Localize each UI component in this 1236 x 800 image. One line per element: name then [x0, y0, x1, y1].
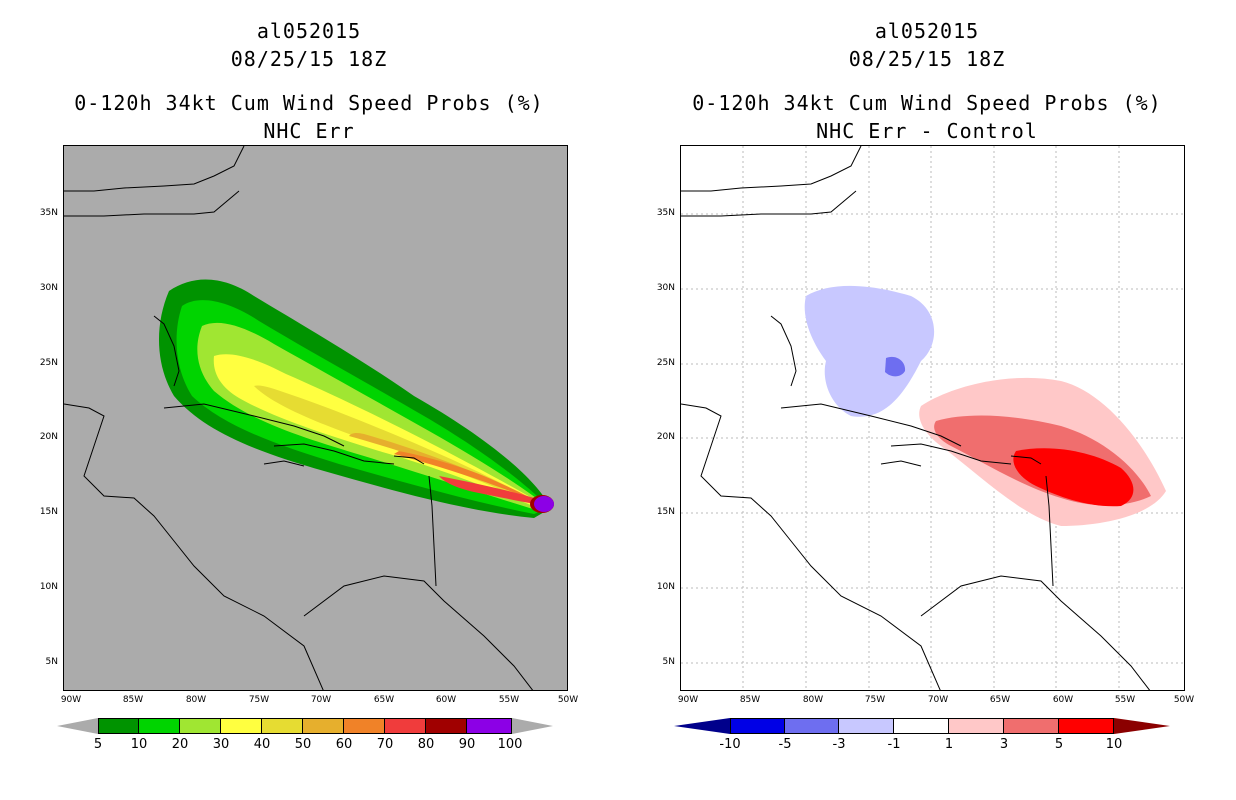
colorbar-label-10: 10 — [1105, 737, 1123, 752]
colorbar-label-40: 40 — [253, 737, 271, 752]
lat-label-35n: 35N — [656, 208, 675, 218]
prob-band-60 — [394, 451, 549, 508]
colorbar-low-arrow — [674, 718, 730, 734]
product-title: 0-120h 34kt Cum Wind Speed Probs (%) — [692, 91, 1162, 115]
lon-label-90w: 90W — [677, 695, 699, 705]
product-subtitle: NHC Err — [263, 119, 355, 143]
prob-band-70 — [439, 476, 549, 506]
storm-id-title: al052015 — [874, 19, 980, 43]
lon-label-55w: 55W — [1114, 695, 1136, 705]
lon-label-75w: 75W — [864, 695, 886, 705]
colorbar-low-arrow — [57, 718, 98, 734]
colorbar-swatch-60-70 — [344, 718, 385, 734]
lon-label-60w: 60W — [1052, 695, 1074, 705]
coastline-overlay — [64, 146, 534, 690]
colorbar-label-30: 30 — [212, 737, 230, 752]
colorbar-label-neg1: -1 — [887, 737, 901, 752]
colorbar-swatch-80-90 — [426, 718, 467, 734]
lon-label-75w: 75W — [248, 695, 270, 705]
lat-label-30n: 30N — [656, 283, 675, 293]
lon-label-70w: 70W — [927, 695, 949, 705]
colorbar-high-arrow — [1114, 718, 1170, 734]
colorbar-swatch-neg3-neg1 — [839, 718, 894, 734]
colorbar-label-1: 1 — [944, 737, 954, 752]
difference-colorbar — [674, 718, 1170, 734]
colorbar-swatch-50-60 — [303, 718, 344, 734]
colorbar-label-20: 20 — [171, 737, 189, 752]
lon-label-50w: 50W — [1173, 695, 1195, 705]
colorbar-label-50: 50 — [294, 737, 312, 752]
colorbar-swatch-10-20 — [139, 718, 180, 734]
colorbar-label-90: 90 — [458, 737, 476, 752]
lon-label-50w: 50W — [557, 695, 579, 705]
colorbar-label-5: 5 — [1054, 737, 1064, 752]
colorbar-label-neg5: -5 — [778, 737, 792, 752]
lat-label-25n: 25N — [656, 358, 675, 368]
colorbar-label-100: 100 — [497, 737, 523, 752]
colorbar-high-arrow — [512, 718, 553, 734]
forecast-date-title: 08/25/15 18Z — [230, 47, 388, 71]
colorbar-swatch-1-3 — [949, 718, 1004, 734]
colorbar-label-10: 10 — [130, 737, 148, 752]
colorbar-swatch-90-100 — [467, 718, 512, 734]
colorbar-label-3: 3 — [999, 737, 1009, 752]
difference-map — [680, 145, 1185, 691]
lat-label-20n: 20N — [656, 432, 675, 442]
prob-band-50 — [349, 432, 549, 508]
map-canvas — [64, 146, 554, 690]
lat-label-35n: 35N — [39, 208, 58, 218]
colorbar-label-5: 5 — [93, 737, 103, 752]
lat-label-25n: 25N — [39, 358, 58, 368]
colorbar-swatch-3-5 — [1004, 718, 1059, 734]
lat-label-10n: 10N — [656, 582, 675, 592]
lat-label-30n: 30N — [39, 283, 58, 293]
probability-map — [63, 145, 568, 691]
lon-label-90w: 90W — [60, 695, 82, 705]
colorbar-swatch-30-40 — [221, 718, 262, 734]
colorbar-arrows — [57, 718, 553, 734]
lat-label-20n: 20N — [39, 432, 58, 442]
colorbar-label-60: 60 — [335, 737, 353, 752]
colorbar-label-neg3: -3 — [832, 737, 846, 752]
colorbar-swatch-5-10 — [1059, 718, 1114, 734]
lon-label-65w: 65W — [373, 695, 395, 705]
product-subtitle: NHC Err - Control — [816, 119, 1038, 143]
colorbar-swatch-neg1-1 — [894, 718, 949, 734]
lon-label-55w: 55W — [498, 695, 520, 705]
lon-label-60w: 60W — [435, 695, 457, 705]
colorbar-label-neg10: -10 — [719, 737, 741, 752]
diff-band-neg-light — [804, 285, 935, 417]
right-map-panel: al052015 08/25/15 18Z 0-120h 34kt Cum Wi… — [618, 0, 1236, 800]
storm-id-title: al052015 — [256, 19, 362, 43]
colorbar-swatch-20-30 — [180, 718, 221, 734]
colorbar-swatch-40-50 — [262, 718, 303, 734]
lon-label-70w: 70W — [310, 695, 332, 705]
lon-label-85w: 85W — [122, 695, 144, 705]
colorbar-swatch-neg10-neg5 — [730, 718, 785, 734]
colorbar-swatch-neg5-neg3 — [785, 718, 839, 734]
colorbar-swatch-70-80 — [385, 718, 426, 734]
colorbar-arrows — [674, 718, 1170, 734]
diff-band-pos-dark — [1013, 448, 1134, 507]
probability-colorbar — [57, 718, 553, 734]
lat-label-10n: 10N — [39, 582, 58, 592]
lon-label-65w: 65W — [989, 695, 1011, 705]
prob-band-90 — [534, 496, 554, 512]
lat-label-15n: 15N — [39, 507, 58, 517]
left-map-panel: al052015 08/25/15 18Z 0-120h 34kt Cum Wi… — [39, 19, 579, 752]
lon-label-80w: 80W — [802, 695, 824, 705]
diff-band-neg-mid — [885, 356, 906, 377]
lat-label-5n: 5N — [662, 657, 675, 667]
colorbar-label-70: 70 — [376, 737, 394, 752]
map-canvas — [681, 146, 1184, 690]
lon-label-80w: 80W — [185, 695, 207, 705]
lat-label-15n: 15N — [656, 507, 675, 517]
lat-label-5n: 5N — [45, 657, 58, 667]
colorbar-swatch-5-10 — [98, 718, 139, 734]
forecast-date-title: 08/25/15 18Z — [848, 47, 1006, 71]
coastline-overlay — [681, 146, 1151, 690]
colorbar-label-80: 80 — [417, 737, 435, 752]
product-title: 0-120h 34kt Cum Wind Speed Probs (%) — [74, 91, 544, 115]
lon-label-85w: 85W — [739, 695, 761, 705]
